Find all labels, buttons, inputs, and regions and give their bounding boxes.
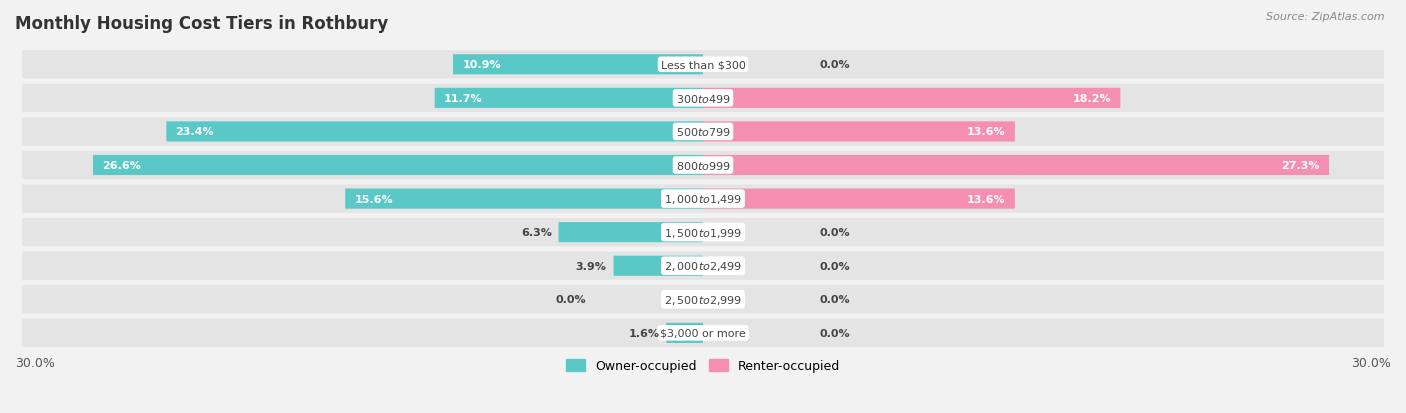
Text: $300 to $499: $300 to $499 [675,93,731,104]
Text: 1.6%: 1.6% [628,328,659,338]
Legend: Owner-occupied, Renter-occupied: Owner-occupied, Renter-occupied [561,354,845,377]
Text: 30.0%: 30.0% [15,356,55,370]
Text: 23.4%: 23.4% [176,127,214,137]
FancyBboxPatch shape [703,88,1121,109]
FancyBboxPatch shape [93,156,703,176]
Text: $2,500 to $2,999: $2,500 to $2,999 [664,293,742,306]
FancyBboxPatch shape [22,218,1384,247]
FancyBboxPatch shape [22,252,1384,280]
Text: 13.6%: 13.6% [967,194,1005,204]
Text: 18.2%: 18.2% [1073,94,1111,104]
Text: 0.0%: 0.0% [555,294,586,304]
FancyBboxPatch shape [166,122,703,142]
FancyBboxPatch shape [558,223,703,242]
FancyBboxPatch shape [703,122,1015,142]
FancyBboxPatch shape [22,118,1384,146]
FancyBboxPatch shape [703,156,1329,176]
Text: $500 to $799: $500 to $799 [675,126,731,138]
Text: 27.3%: 27.3% [1281,161,1320,171]
Text: 15.6%: 15.6% [354,194,394,204]
Text: 13.6%: 13.6% [967,127,1005,137]
Text: $800 to $999: $800 to $999 [675,159,731,171]
Text: $2,000 to $2,499: $2,000 to $2,499 [664,260,742,273]
FancyBboxPatch shape [666,323,703,343]
FancyBboxPatch shape [22,51,1384,79]
Text: 0.0%: 0.0% [820,60,851,70]
Text: Less than $300: Less than $300 [661,60,745,70]
FancyBboxPatch shape [22,285,1384,313]
Text: 26.6%: 26.6% [103,161,141,171]
Text: 0.0%: 0.0% [820,228,851,237]
Text: $3,000 or more: $3,000 or more [661,328,745,338]
FancyBboxPatch shape [22,85,1384,113]
FancyBboxPatch shape [703,189,1015,209]
Text: $1,500 to $1,999: $1,500 to $1,999 [664,226,742,239]
Text: 0.0%: 0.0% [820,261,851,271]
Text: 0.0%: 0.0% [820,328,851,338]
Text: Monthly Housing Cost Tiers in Rothbury: Monthly Housing Cost Tiers in Rothbury [15,15,388,33]
FancyBboxPatch shape [22,185,1384,213]
Text: $1,000 to $1,499: $1,000 to $1,499 [664,192,742,206]
Text: 11.7%: 11.7% [444,94,482,104]
Text: 0.0%: 0.0% [820,294,851,304]
FancyBboxPatch shape [434,88,703,109]
FancyBboxPatch shape [22,319,1384,347]
Text: 3.9%: 3.9% [576,261,606,271]
Text: 30.0%: 30.0% [1351,356,1391,370]
Text: 10.9%: 10.9% [463,60,501,70]
FancyBboxPatch shape [613,256,703,276]
FancyBboxPatch shape [346,189,703,209]
Text: Source: ZipAtlas.com: Source: ZipAtlas.com [1267,12,1385,22]
FancyBboxPatch shape [22,152,1384,180]
FancyBboxPatch shape [453,55,703,75]
Text: 6.3%: 6.3% [520,228,551,237]
